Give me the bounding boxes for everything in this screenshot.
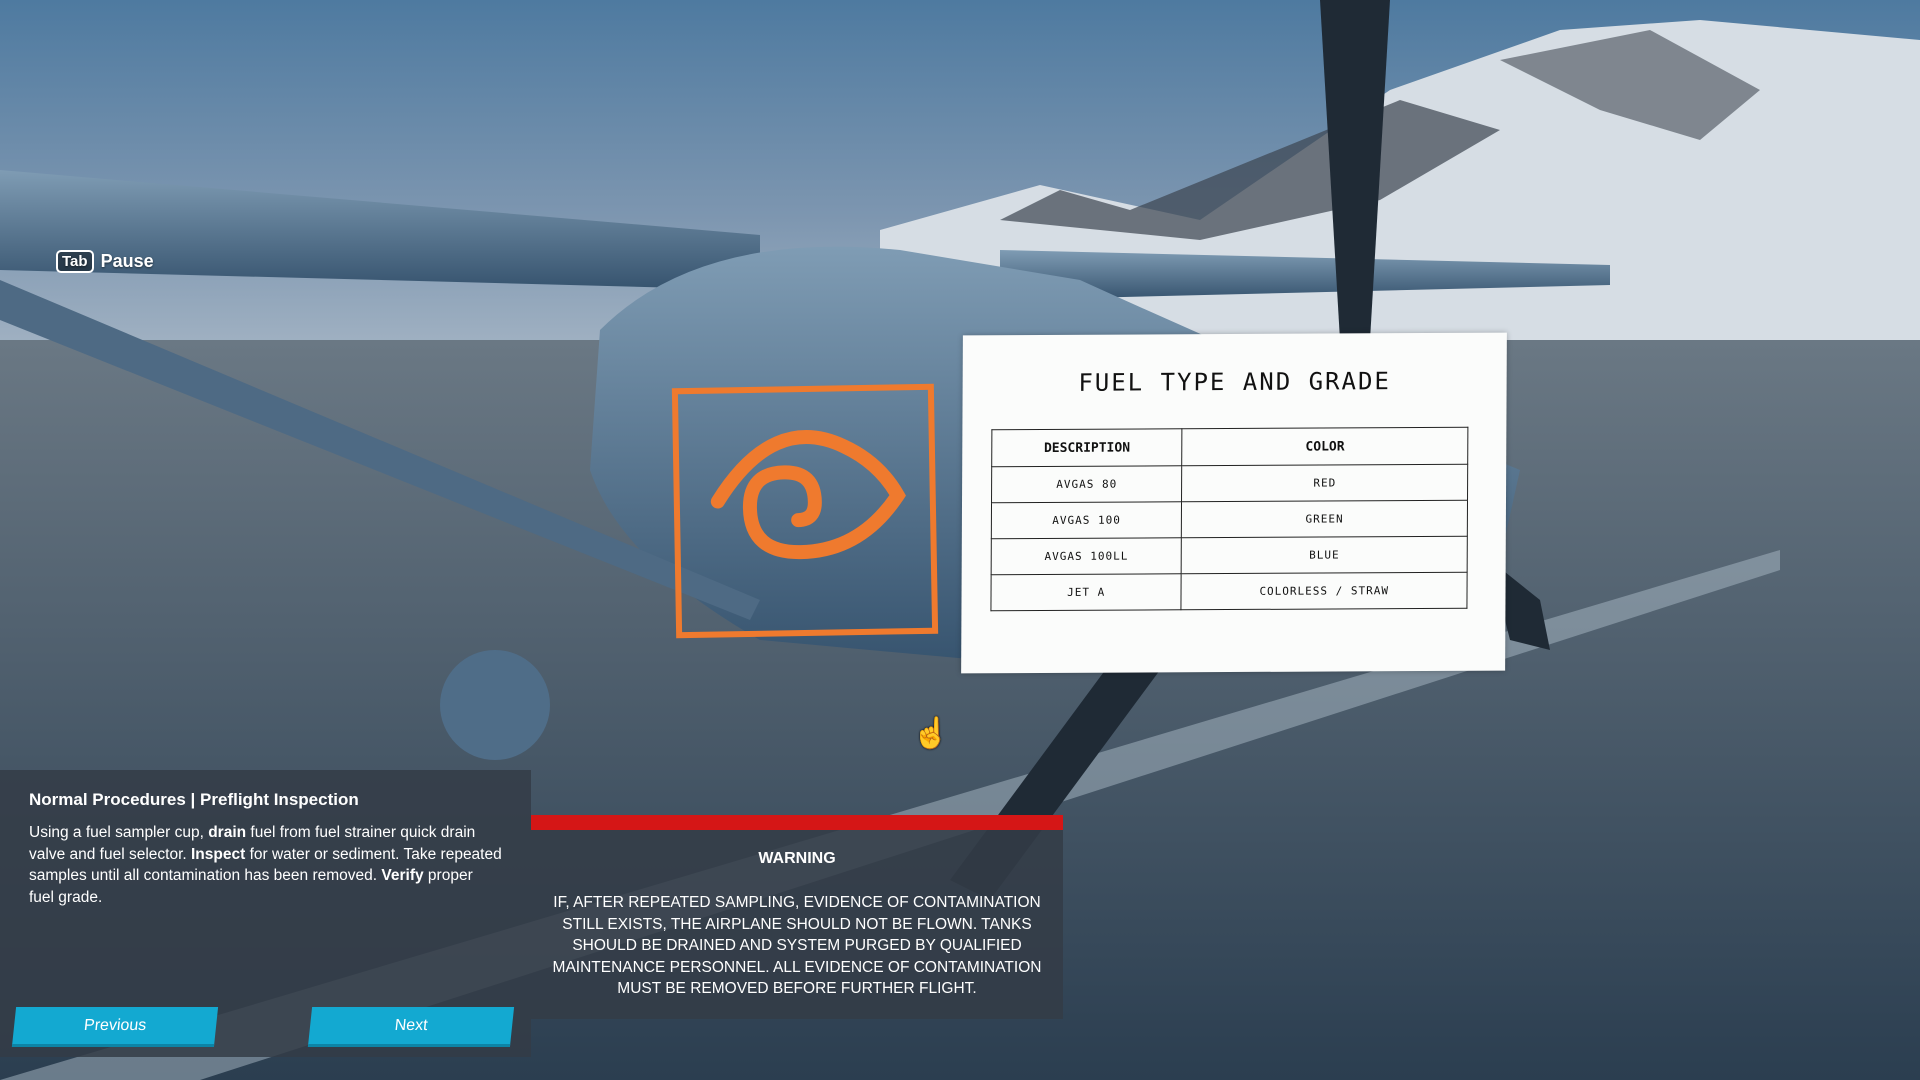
fuel-color-name: RED <box>1313 476 1337 490</box>
emphasis-text: Verify <box>381 867 424 884</box>
pause-label: Pause <box>100 251 154 271</box>
emphasis-text: Inspect <box>191 845 246 863</box>
fuel-color-name: BLUE <box>1309 548 1340 562</box>
fuel-type-card: FUEL TYPE AND GRADE DESCRIPTION COLOR AVG… <box>961 332 1507 674</box>
hand-cursor-icon: ☝ <box>912 717 950 750</box>
body-text: fuel from fuel strainer quick drain valv… <box>29 824 476 863</box>
fuel-color-name: GREEN <box>1305 512 1344 526</box>
body-text: proper fuel grade. <box>29 867 473 906</box>
next-button[interactable]: Next <box>307 1007 515 1047</box>
warning-text: IF, AFTER REPEATED SAMPLING, EVIDENCE OF… <box>552 894 1042 997</box>
body-text: for water or sediment. Take repeated sam… <box>29 845 502 885</box>
procedure-body: Using a fuel sampler cup, drain fuel fro… <box>29 822 502 908</box>
header-color: COLOR <box>1182 427 1468 466</box>
table-row: AVGAS 80 RED <box>991 464 1468 503</box>
table-row: AVGAS 100 GREEN <box>991 500 1468 539</box>
fuel-description: JET A <box>990 573 1182 611</box>
fuel-color-name: COLORLESS / STRAW <box>1259 584 1390 598</box>
fuel-description: AVGAS 100 <box>991 501 1182 539</box>
body-text: Using a fuel sampler cup, <box>29 824 209 841</box>
pause-hint[interactable]: Tab Pause <box>56 250 154 273</box>
tab-key-badge: Tab <box>56 250 94 273</box>
fuel-table: DESCRIPTION COLOR AVGAS 80 RED AVGAS 100 GR… <box>990 427 1468 612</box>
emphasis-text: drain <box>208 824 247 841</box>
card-title: FUEL TYPE AND GRADE <box>1078 367 1391 397</box>
warning-bar <box>531 815 1063 830</box>
previous-button[interactable]: Previous <box>11 1007 219 1047</box>
inspect-marker[interactable] <box>671 383 939 639</box>
table-row: JET A COLORLESS / STRAW <box>990 572 1468 611</box>
fuel-description: AVGAS 80 <box>991 465 1183 503</box>
warning-panel: WARNING IF, AFTER REPEATED SAMPLING, EVI… <box>531 815 1063 1019</box>
procedure-title: Normal Procedures | Preflight Inspection <box>29 790 359 809</box>
table-row: AVGAS 100LL BLUE <box>991 536 1468 575</box>
header-description: DESCRIPTION <box>991 428 1183 467</box>
eye-icon <box>710 430 906 560</box>
warning-title: WARNING <box>758 850 836 867</box>
fuel-description: AVGAS 100LL <box>991 537 1182 575</box>
